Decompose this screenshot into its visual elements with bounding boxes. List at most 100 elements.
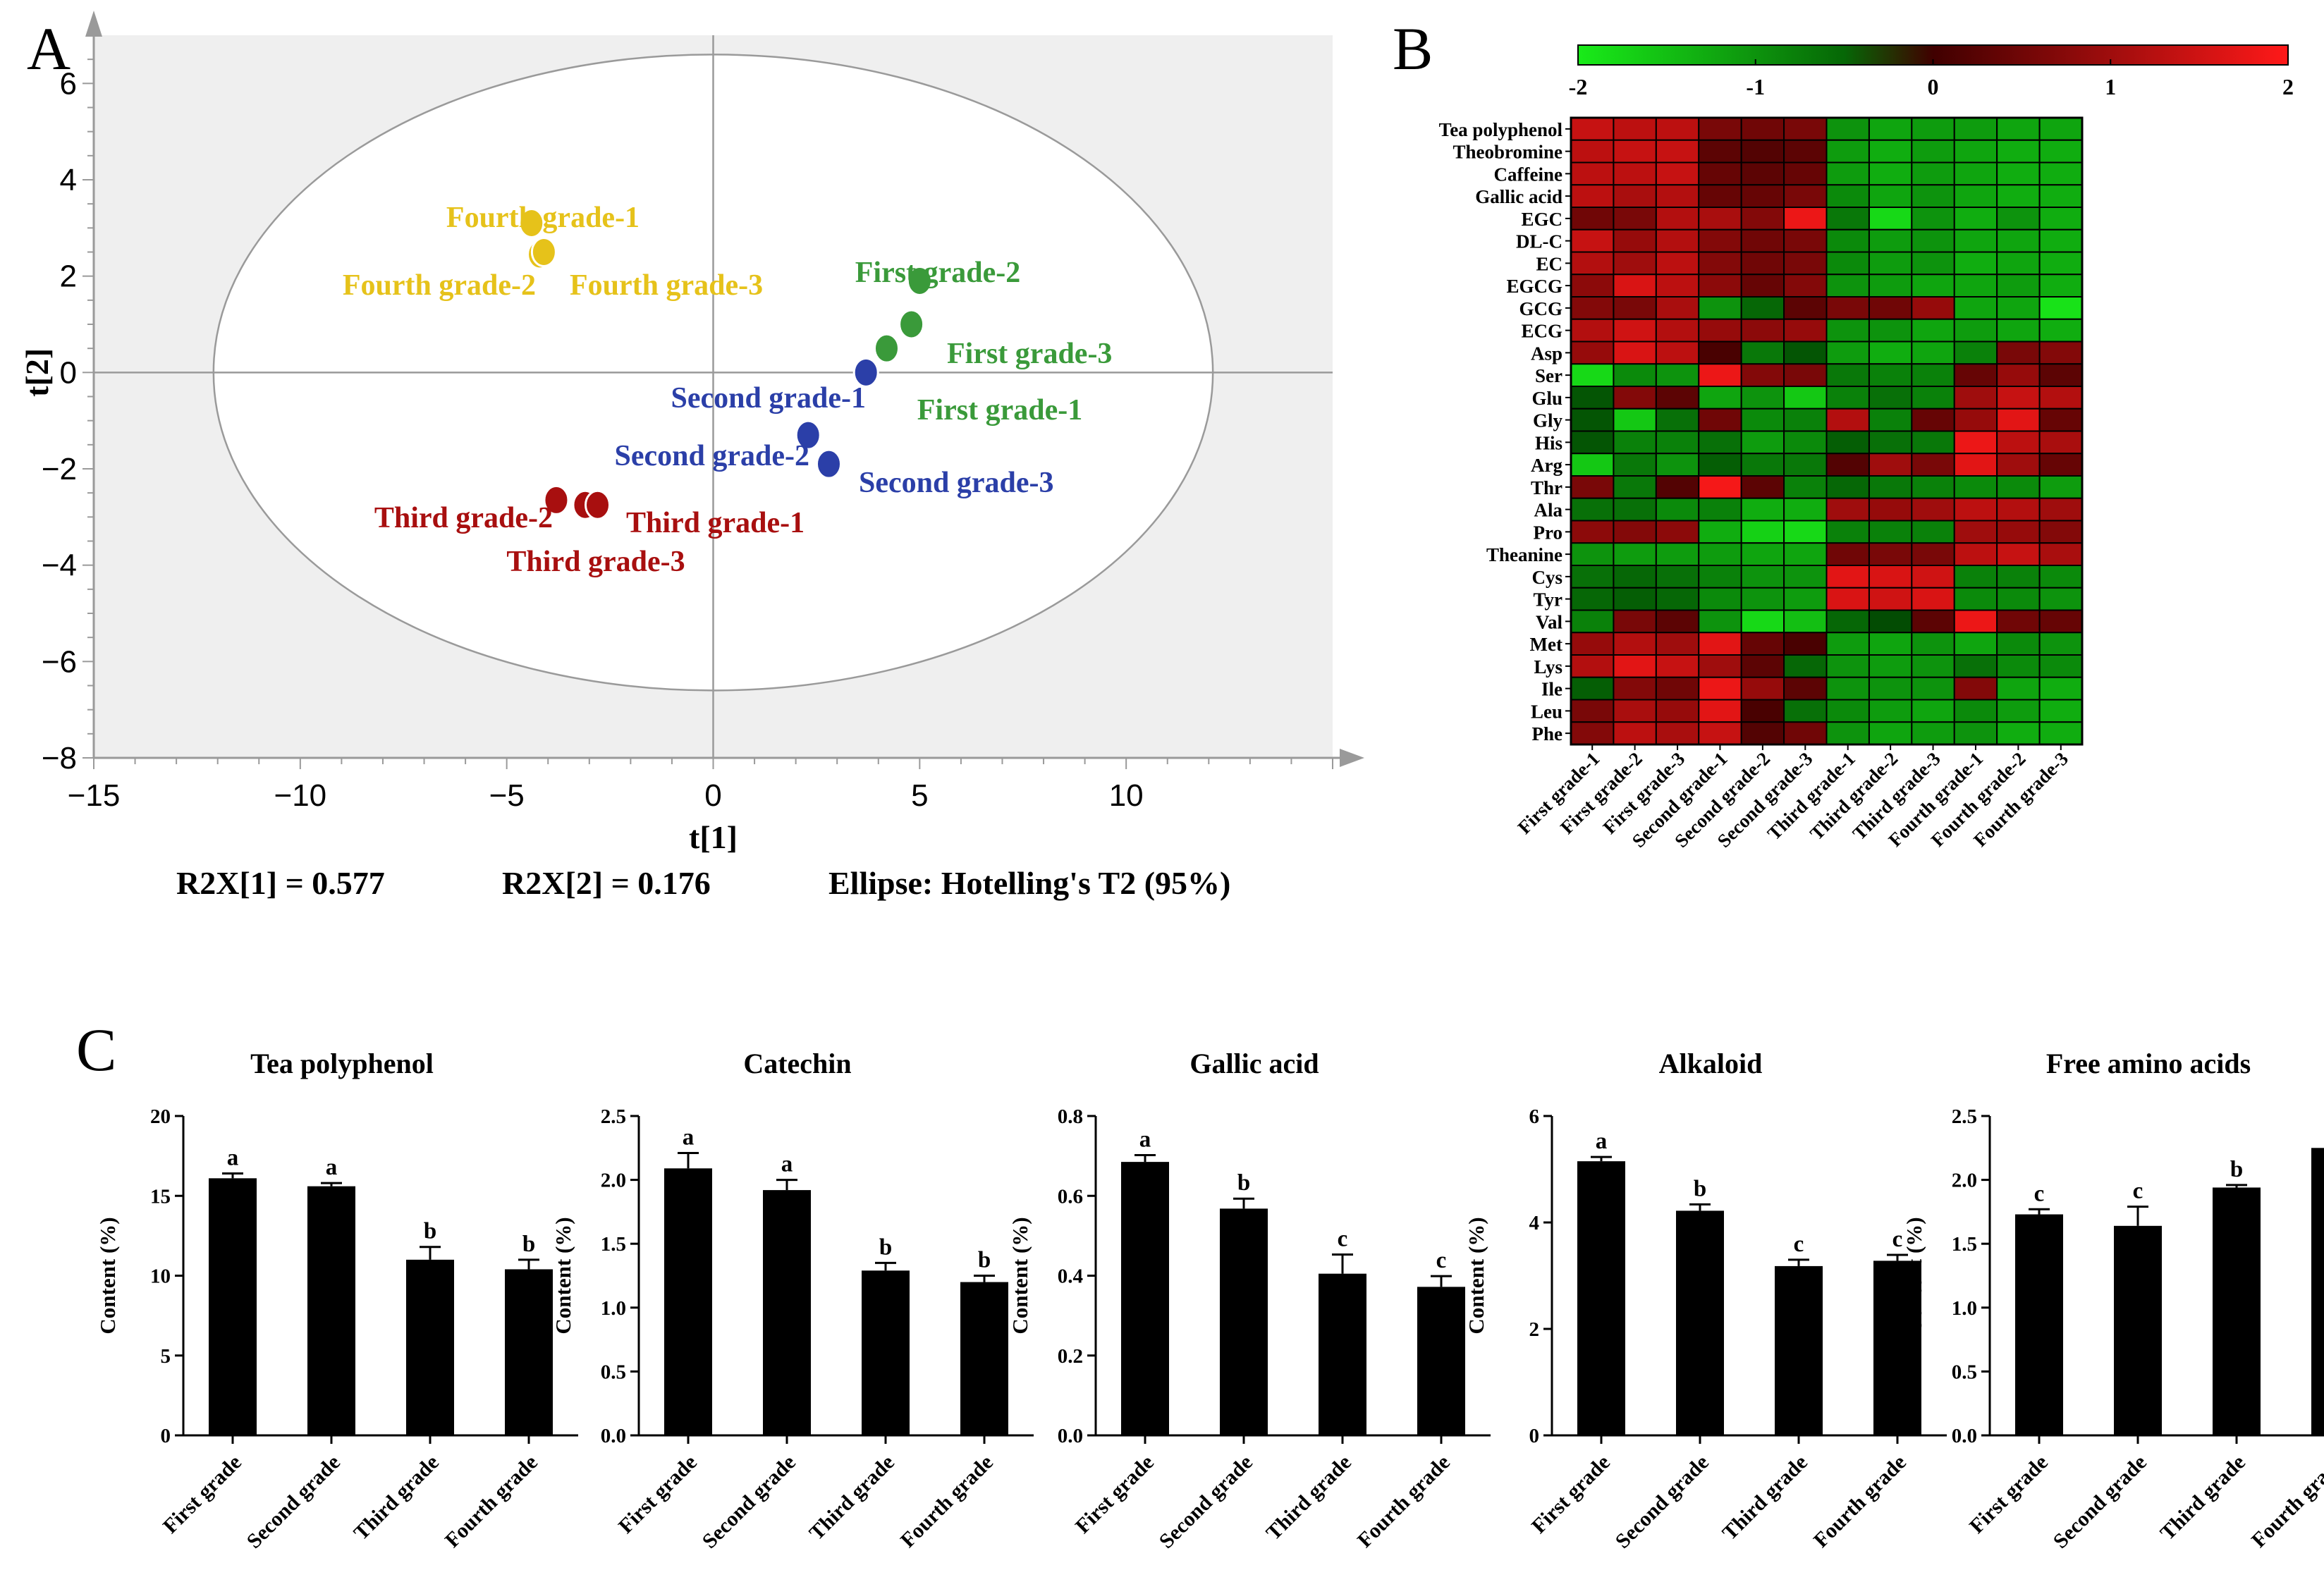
heatmap-cell (1783, 520, 1828, 544)
heatmap-row-label: Caffeine (1494, 164, 1562, 185)
heatmap-cell (1655, 363, 1700, 387)
bar-catechin-y-axis-label: Content (%) (551, 1217, 575, 1334)
heatmap-cell (1911, 676, 1955, 701)
pca-x-tick-label: −5 (489, 778, 525, 813)
heatmap-cell (1570, 430, 1615, 455)
pca-point-label: First grade-1 (917, 394, 1082, 427)
heatmap-cell (1655, 184, 1700, 208)
bar-gallic-acid-title: Gallic acid (1189, 1048, 1319, 1079)
heatmap-cell (2038, 654, 2083, 678)
heatmap-cell (1868, 161, 1913, 186)
heatmap-cell (1996, 587, 2041, 611)
bar-tea-polyphenol-x-tick-label: Second grade (243, 1451, 345, 1553)
heatmap-row-label: Tyr (1534, 589, 1563, 611)
colorbar-tick-label: 0 (1928, 74, 1939, 99)
heatmap-cell (1996, 161, 2041, 186)
heatmap-cell (1740, 497, 1785, 522)
heatmap-cell (1996, 407, 2041, 432)
heatmap-cell (1783, 341, 1828, 365)
heatmap-cell (1783, 228, 1828, 253)
heatmap-cell (1740, 632, 1785, 656)
heatmap-cell (2038, 318, 2083, 343)
heatmap-cell (1698, 654, 1742, 678)
heatmap-cell (1570, 654, 1615, 678)
heatmap-cell (1911, 161, 1955, 186)
bar-gallic-acid-y-tick-label: 0.2 (1058, 1345, 1083, 1368)
heatmap-cell (1698, 520, 1742, 544)
heatmap-cell (1570, 565, 1615, 589)
bar-alkaloid-x-tick-label: Second grade (1611, 1451, 1713, 1553)
heatmap-cell (1911, 363, 1955, 387)
heatmap-cell (1911, 542, 1955, 566)
bar-tea-polyphenol-x-tick-label: Fourth grade (441, 1451, 542, 1552)
heatmap-cell (1698, 542, 1742, 566)
heatmap-row-label: GCG (1519, 298, 1562, 319)
heatmap-cell (1783, 274, 1828, 298)
heatmap-cell (1740, 721, 1785, 745)
heatmap-cell (1953, 296, 1998, 320)
bar-tea-polyphenol-x-tick-label: Third grade (349, 1451, 444, 1545)
pca-point-third-grade-3 (585, 489, 611, 520)
heatmap-cell (1953, 341, 1998, 365)
bar-gallic-acid-significance-letter: b (1237, 1170, 1250, 1196)
bar-tea-polyphenol-y-tick-label: 10 (150, 1265, 171, 1288)
heatmap-cell (1825, 386, 1870, 410)
bar-gallic-acid-bar (1319, 1273, 1366, 1435)
heatmap-cell (1911, 453, 1955, 477)
heatmap-cell (1911, 251, 1955, 276)
heatmap-cell (1996, 497, 2041, 522)
bar-gallic-acid-y-tick-label: 0.8 (1058, 1105, 1083, 1128)
heatmap-cell (1825, 274, 1870, 298)
heatmap-cell (1613, 565, 1657, 589)
bar-free-amino-acids-bar (2114, 1225, 2162, 1435)
heatmap-row-label: ECG (1521, 321, 1562, 342)
heatmap-cell (1570, 497, 1615, 522)
chart-bar-gallic-acid: Gallic acid 0.0 0.2 0.4 0.6 0.8 Content (%) a Fi… (1008, 1048, 1491, 1553)
bar-catechin-significance-letter: a (683, 1125, 695, 1151)
heatmap-cell (1570, 318, 1615, 343)
chart-bar-catechin: Catechin 0.0 0.5 1.0 1.5 2.0 2.5 Content (%) a Fi… (551, 1048, 1034, 1553)
bar-tea-polyphenol-x-tick-label: First grade (159, 1451, 246, 1538)
bar-gallic-acid-significance-letter: c (1436, 1248, 1447, 1273)
pca-point-first-grade-3 (898, 309, 925, 340)
bar-gallic-acid-x-tick-label: Third grade (1261, 1451, 1356, 1545)
pca-y-axis-label: t[2] (19, 348, 55, 397)
heatmap-cell (1868, 721, 1913, 745)
heatmap-cell (1655, 721, 1700, 745)
heatmap-cell (1783, 453, 1828, 477)
heatmap-cell (2038, 274, 2083, 298)
heatmap-cell (1740, 407, 1785, 432)
heatmap-row-label: Arg (1531, 455, 1562, 476)
bar-catechin-y-tick-label: 0.0 (601, 1425, 626, 1447)
heatmap-cell (1613, 274, 1657, 298)
heatmap-cell (1825, 251, 1870, 276)
bar-catechin-y-tick-label: 1.5 (601, 1233, 626, 1256)
heatmap-cell (1868, 475, 1913, 499)
heatmap-cell (1996, 632, 2041, 656)
bar-alkaloid-bar (1873, 1261, 1921, 1435)
colorbar-tick-label: 1 (2105, 74, 2116, 99)
bar-tea-polyphenol-y-tick-label: 15 (150, 1185, 171, 1208)
panel-label-a: A (27, 15, 71, 82)
heatmap-cell (1570, 453, 1615, 477)
heatmap-cell (1783, 676, 1828, 701)
heatmap-cell (1911, 430, 1955, 455)
heatmap-cell (1996, 318, 2041, 343)
heatmap-cell (2038, 565, 2083, 589)
heatmap-cell (2038, 117, 2083, 141)
heatmap-cell (1783, 699, 1828, 723)
colorbar-tick-label: -1 (1746, 74, 1765, 99)
heatmap-cell (1655, 430, 1700, 455)
heatmap-cell (1953, 475, 1998, 499)
heatmap-cell (1570, 632, 1615, 656)
heatmap-cell (1911, 520, 1955, 544)
heatmap-cell (1953, 430, 1998, 455)
heatmap-cell (1570, 341, 1615, 365)
heatmap-row-label: Ile (1541, 679, 1562, 700)
heatmap-cell (1698, 497, 1742, 522)
heatmap-cell (1655, 318, 1700, 343)
heatmap-cell (1783, 587, 1828, 611)
bar-catechin-x-tick-label: Third grade (805, 1451, 899, 1545)
heatmap-cell (1996, 699, 2041, 723)
heatmap-cell (1613, 341, 1657, 365)
